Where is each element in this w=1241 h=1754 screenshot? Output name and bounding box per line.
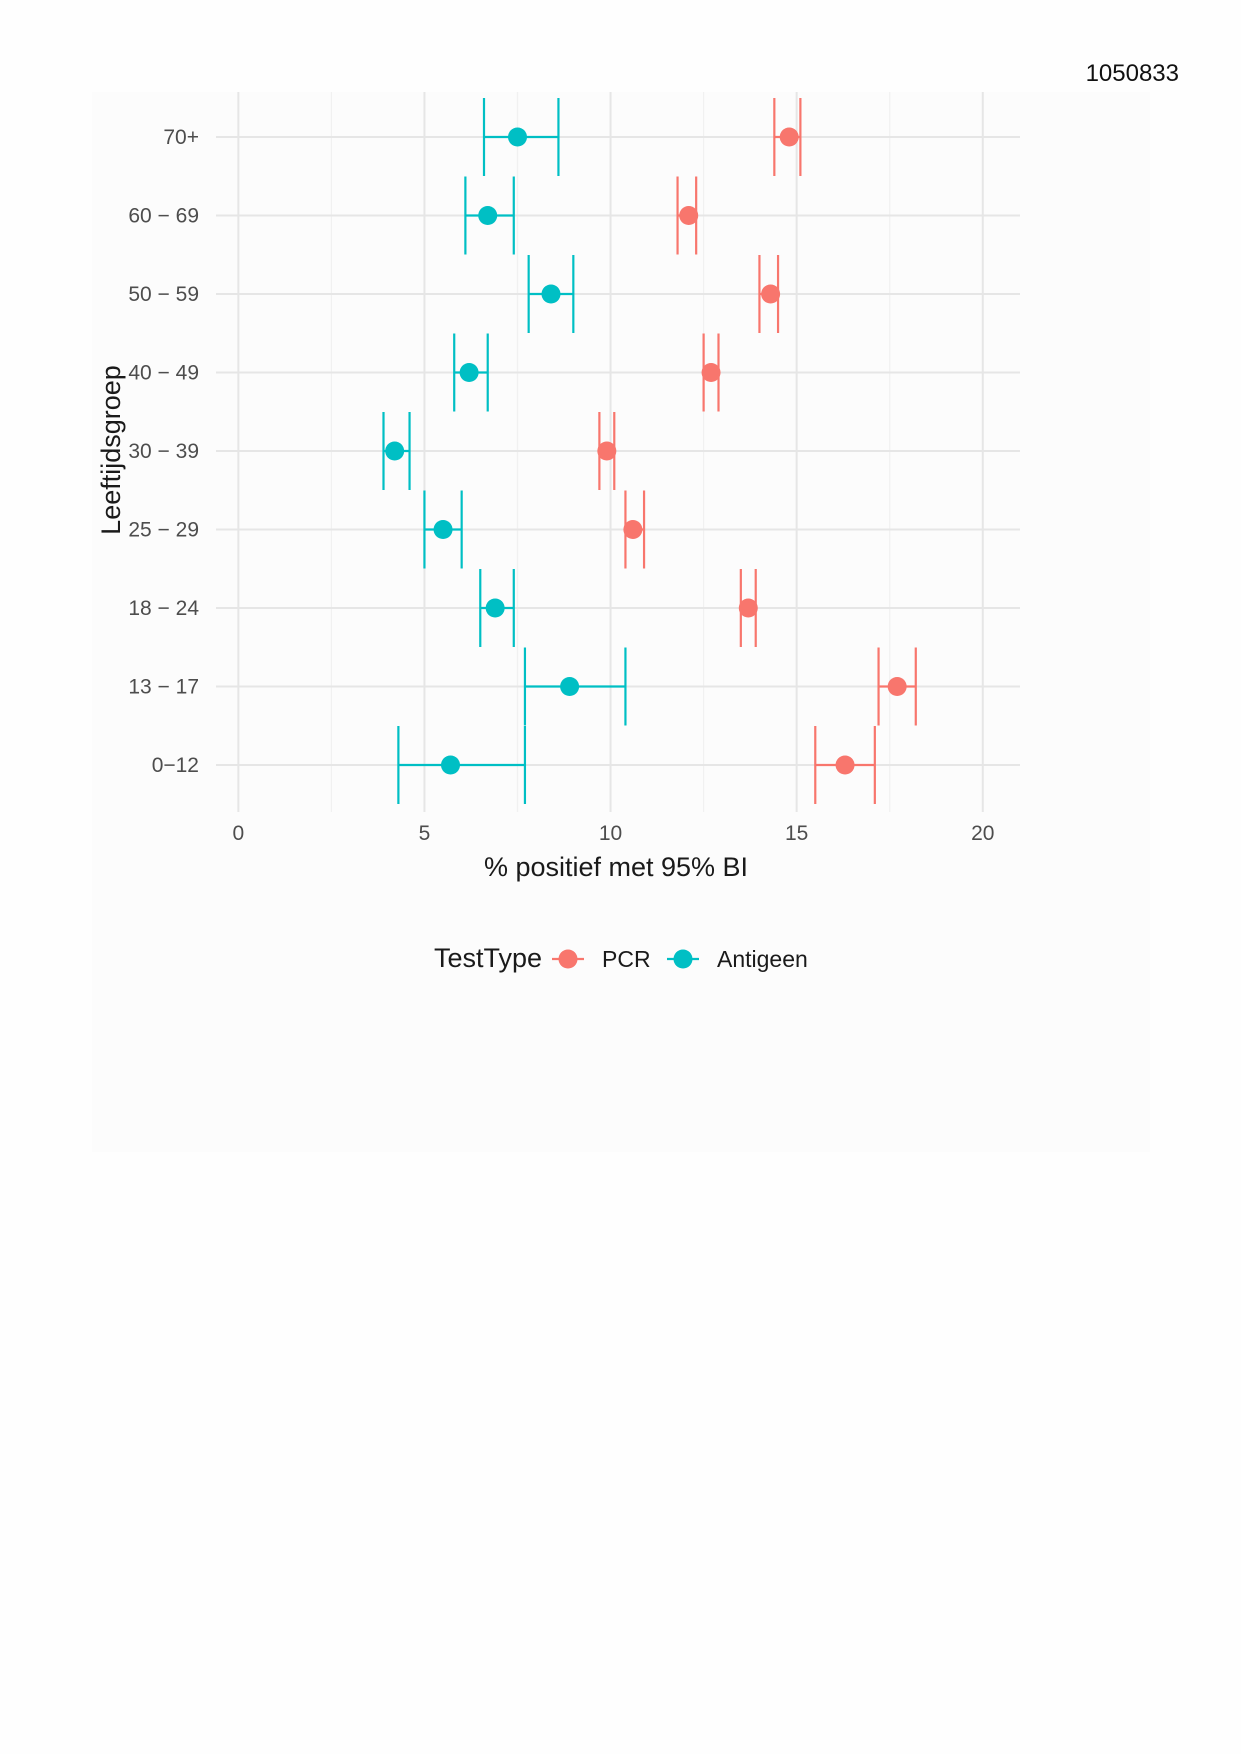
- pcr-point: [623, 520, 643, 539]
- y-axis-ticks: 70+ 60 − 69 50 − 59 40 − 49 30 − 39 25 − 29 18…: [128, 126, 199, 777]
- antigeen-point: [441, 755, 460, 775]
- x-tick-label: 20: [971, 822, 994, 845]
- legend: TestType PCR Antigeen: [434, 943, 808, 973]
- y-tick-label: 13 − 17: [128, 676, 199, 699]
- data-marks: [382, 98, 917, 804]
- pcr-point: [597, 441, 617, 461]
- document-id: 1050833: [1085, 60, 1179, 87]
- x-tick-label: 5: [419, 822, 431, 845]
- pcr-point: [761, 284, 781, 304]
- legend-label-antigeen: Antigeen: [717, 946, 808, 972]
- y-tick-label: 0−12: [152, 754, 199, 777]
- antigeen-point: [485, 598, 505, 618]
- grid: [216, 92, 1020, 812]
- y-tick-label: 70+: [163, 126, 199, 149]
- y-axis-title: Leeftijdsgroep: [96, 365, 126, 535]
- legend-label-pcr: PCR: [602, 946, 651, 972]
- x-tick-label: 10: [599, 822, 622, 845]
- pcr-point: [701, 363, 721, 382]
- y-tick-label: 18 − 24: [128, 597, 199, 620]
- antigeen-point: [385, 441, 405, 461]
- x-axis-title: % positief met 95% BI: [484, 852, 748, 882]
- antigeen-point: [433, 520, 453, 539]
- y-tick-label: 40 − 49: [128, 362, 199, 385]
- antigeen-point: [459, 363, 479, 382]
- legend-key-point-pcr: [558, 949, 578, 969]
- y-tick-label: 25 − 29: [128, 519, 199, 542]
- pcr-point: [779, 127, 799, 147]
- pcr-point: [887, 677, 907, 696]
- pcr-point: [835, 755, 855, 775]
- y-tick-label: 30 − 39: [128, 440, 199, 463]
- x-axis-ticks: 0 5 10 15 20: [232, 822, 994, 845]
- x-tick-label: 0: [232, 822, 244, 845]
- x-tick-label: 15: [785, 822, 808, 845]
- antigeen-point: [508, 127, 527, 147]
- pcr-point: [738, 598, 758, 618]
- y-tick-label: 50 − 59: [128, 283, 199, 306]
- forest-plot: 70+ 60 − 69 50 − 59 40 − 49 30 − 39 25 − 29 18…: [96, 92, 1020, 973]
- antigeen-point: [478, 206, 498, 225]
- pcr-point: [679, 206, 699, 225]
- y-tick-label: 60 − 69: [128, 205, 199, 228]
- chart-panel: 70+ 60 − 69 50 − 59 40 − 49 30 − 39 25 − 29 18…: [92, 92, 1150, 1152]
- legend-title: TestType: [434, 943, 542, 973]
- antigeen-point: [560, 677, 580, 696]
- legend-key-point-antigeen: [673, 949, 693, 969]
- antigeen-point: [541, 284, 561, 304]
